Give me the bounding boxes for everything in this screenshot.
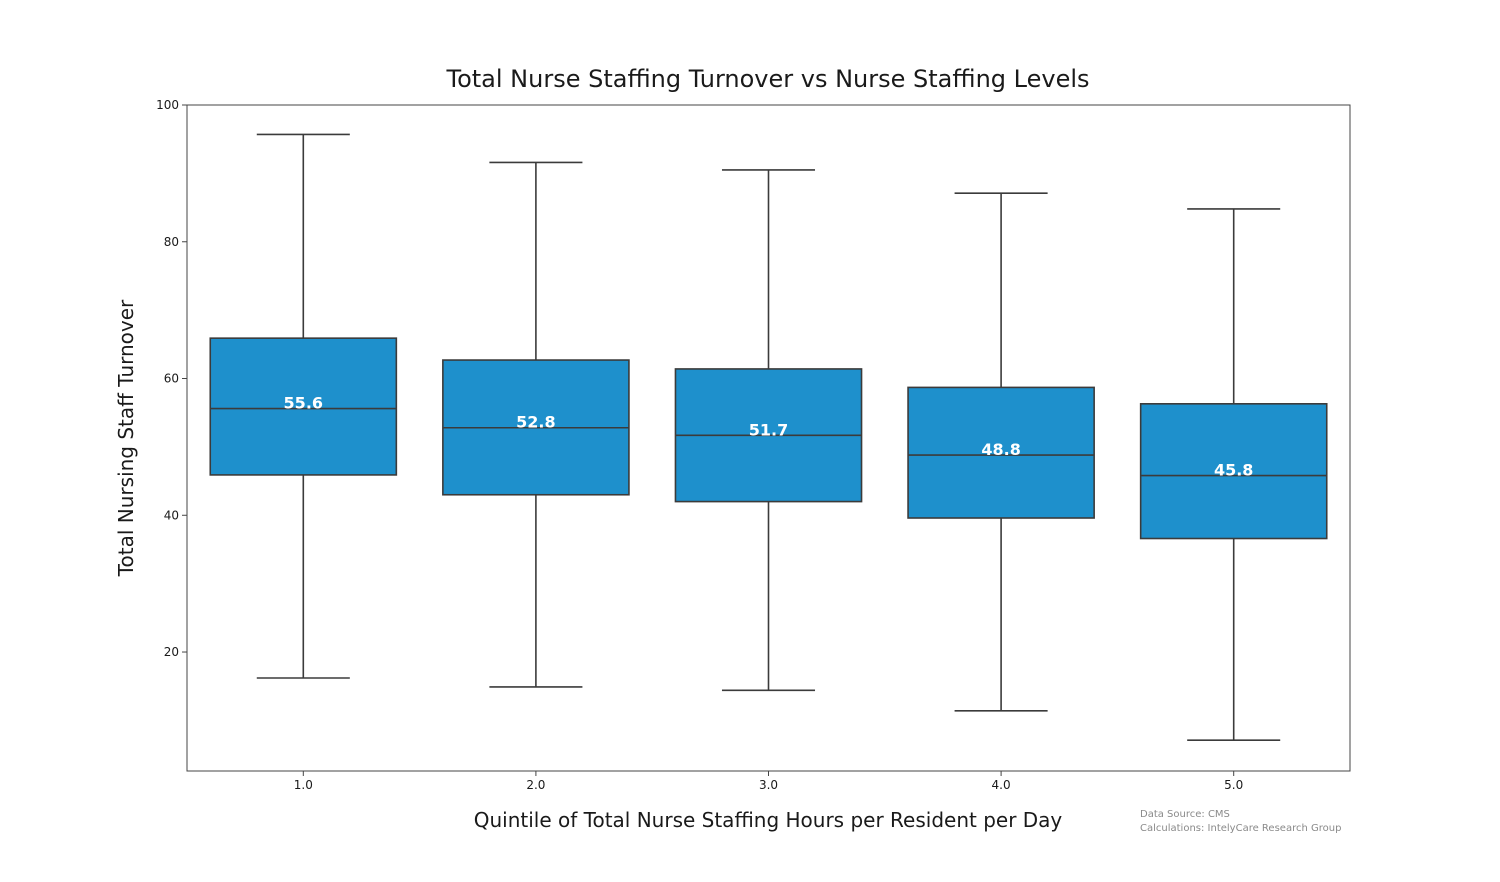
box-group-4.0: 48.8 xyxy=(907,192,1095,712)
iqr-box xyxy=(209,337,398,476)
y-tick-label: 80 xyxy=(164,235,179,249)
box-group-2.0: 52.8 xyxy=(442,161,630,688)
y-axis-label: Total Nursing Staff Turnover xyxy=(114,299,138,577)
y-axis-ticks: 20 40 60 80 100 xyxy=(156,98,187,659)
x-axis-ticks: 1.0 2.0 3.0 4.0 5.0 xyxy=(294,771,1243,792)
median-value-label: 52.8 xyxy=(516,413,555,432)
y-tick-label: 100 xyxy=(156,98,179,112)
x-axis-label: Quintile of Total Nurse Staffing Hours p… xyxy=(474,808,1063,832)
y-tick-label: 40 xyxy=(164,508,179,522)
box-group-5.0: 45.8 xyxy=(1139,208,1328,742)
y-tick-label: 60 xyxy=(164,372,179,386)
box-series: 55.6 52.8 51.7 48.8 45.8 xyxy=(209,133,1328,742)
x-tick-label: 5.0 xyxy=(1224,778,1243,792)
median-value-label: 55.6 xyxy=(284,394,323,413)
box-group-3.0: 51.7 xyxy=(674,169,863,692)
data-source-note: Data Source: CMS xyxy=(1140,809,1230,820)
x-tick-label: 4.0 xyxy=(992,778,1011,792)
x-tick-label: 3.0 xyxy=(759,778,778,792)
median-value-label: 48.8 xyxy=(981,440,1020,459)
x-tick-label: 2.0 xyxy=(526,778,545,792)
median-value-label: 51.7 xyxy=(749,420,788,439)
iqr-box xyxy=(1139,403,1328,540)
box-group-1.0: 55.6 xyxy=(209,133,398,679)
iqr-box xyxy=(907,386,1095,519)
calculations-note: Calculations: IntelyCare Research Group xyxy=(1140,823,1341,834)
median-value-label: 45.8 xyxy=(1214,461,1253,480)
chart-title: Total Nurse Staffing Turnover vs Nurse S… xyxy=(445,65,1089,93)
x-tick-label: 1.0 xyxy=(294,778,313,792)
y-tick-label: 20 xyxy=(164,645,179,659)
